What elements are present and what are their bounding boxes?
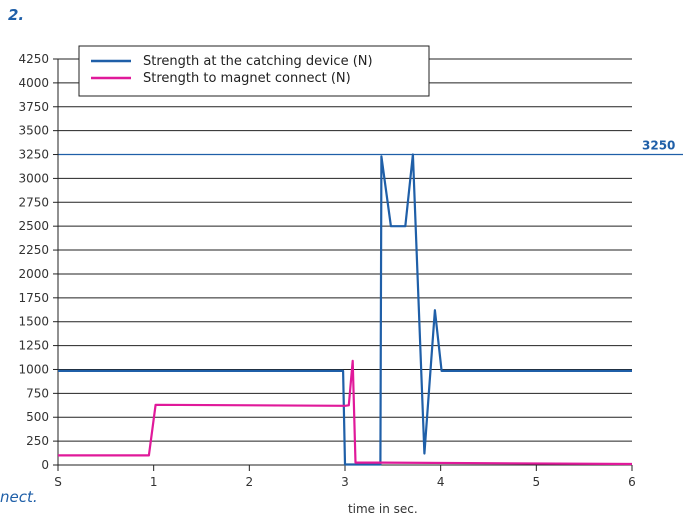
gridlines — [58, 58, 632, 442]
y-tick-label-1500: 1500 — [18, 315, 49, 329]
y-tick-label-2500: 2500 — [18, 219, 49, 233]
x-axis-label: time in sec. — [348, 502, 418, 516]
y-tick-label-250: 250 — [26, 434, 49, 448]
y-tick-label-4250: 4250 — [18, 52, 49, 66]
x-tick-label-1: 1 — [150, 475, 158, 489]
figure-number: 2. — [8, 6, 25, 24]
y-tick-label-500: 500 — [26, 410, 49, 424]
y-tick-label-1250: 1250 — [18, 339, 49, 353]
x-tick-label-5: 5 — [533, 475, 541, 489]
legend-label-2: Strength to magnet connect (N) — [143, 71, 351, 86]
y-tick-label-1750: 1750 — [18, 291, 49, 305]
legend-box — [78, 45, 430, 97]
y-tick-label-3000: 3000 — [18, 171, 49, 185]
legend-label-1: Strength at the catching device (N) — [143, 54, 373, 69]
legend: Strength at the catching device (N) Stren… — [78, 45, 430, 97]
x-tick-label-2: 2 — [246, 475, 254, 489]
y-tick-label-750: 750 — [26, 386, 49, 400]
series-line-2 — [58, 359, 633, 466]
x-tick-label-3: 3 — [341, 475, 349, 489]
reference-line-label: 3250 — [642, 139, 675, 153]
y-tick-label-2000: 2000 — [18, 267, 49, 281]
cut-off-caption: nect. — [0, 488, 38, 506]
y-tick-label-3500: 3500 — [18, 124, 49, 138]
y-tick-label-1000: 1000 — [18, 362, 49, 376]
y-tick-label-4000: 4000 — [18, 76, 49, 90]
series-lines — [58, 153, 633, 466]
reference-line-group: 3250 — [58, 139, 683, 156]
y-tick-label-2750: 2750 — [18, 195, 49, 209]
x-tick-label-6: 6 — [628, 475, 636, 489]
axes: 0 250 500 750 1000 1250 1500 1750 2000 2250 2500 27… — [18, 52, 635, 516]
y-tick-label-3250: 3250 — [18, 148, 49, 162]
x-tick-label-0: S — [54, 475, 62, 489]
y-tick-label-2250: 2250 — [18, 243, 49, 257]
y-tick-label-0: 0 — [41, 458, 49, 472]
x-tick-label-4: 4 — [437, 475, 445, 489]
series-line-1 — [58, 153, 632, 466]
y-tick-label-3750: 3750 — [18, 100, 49, 114]
